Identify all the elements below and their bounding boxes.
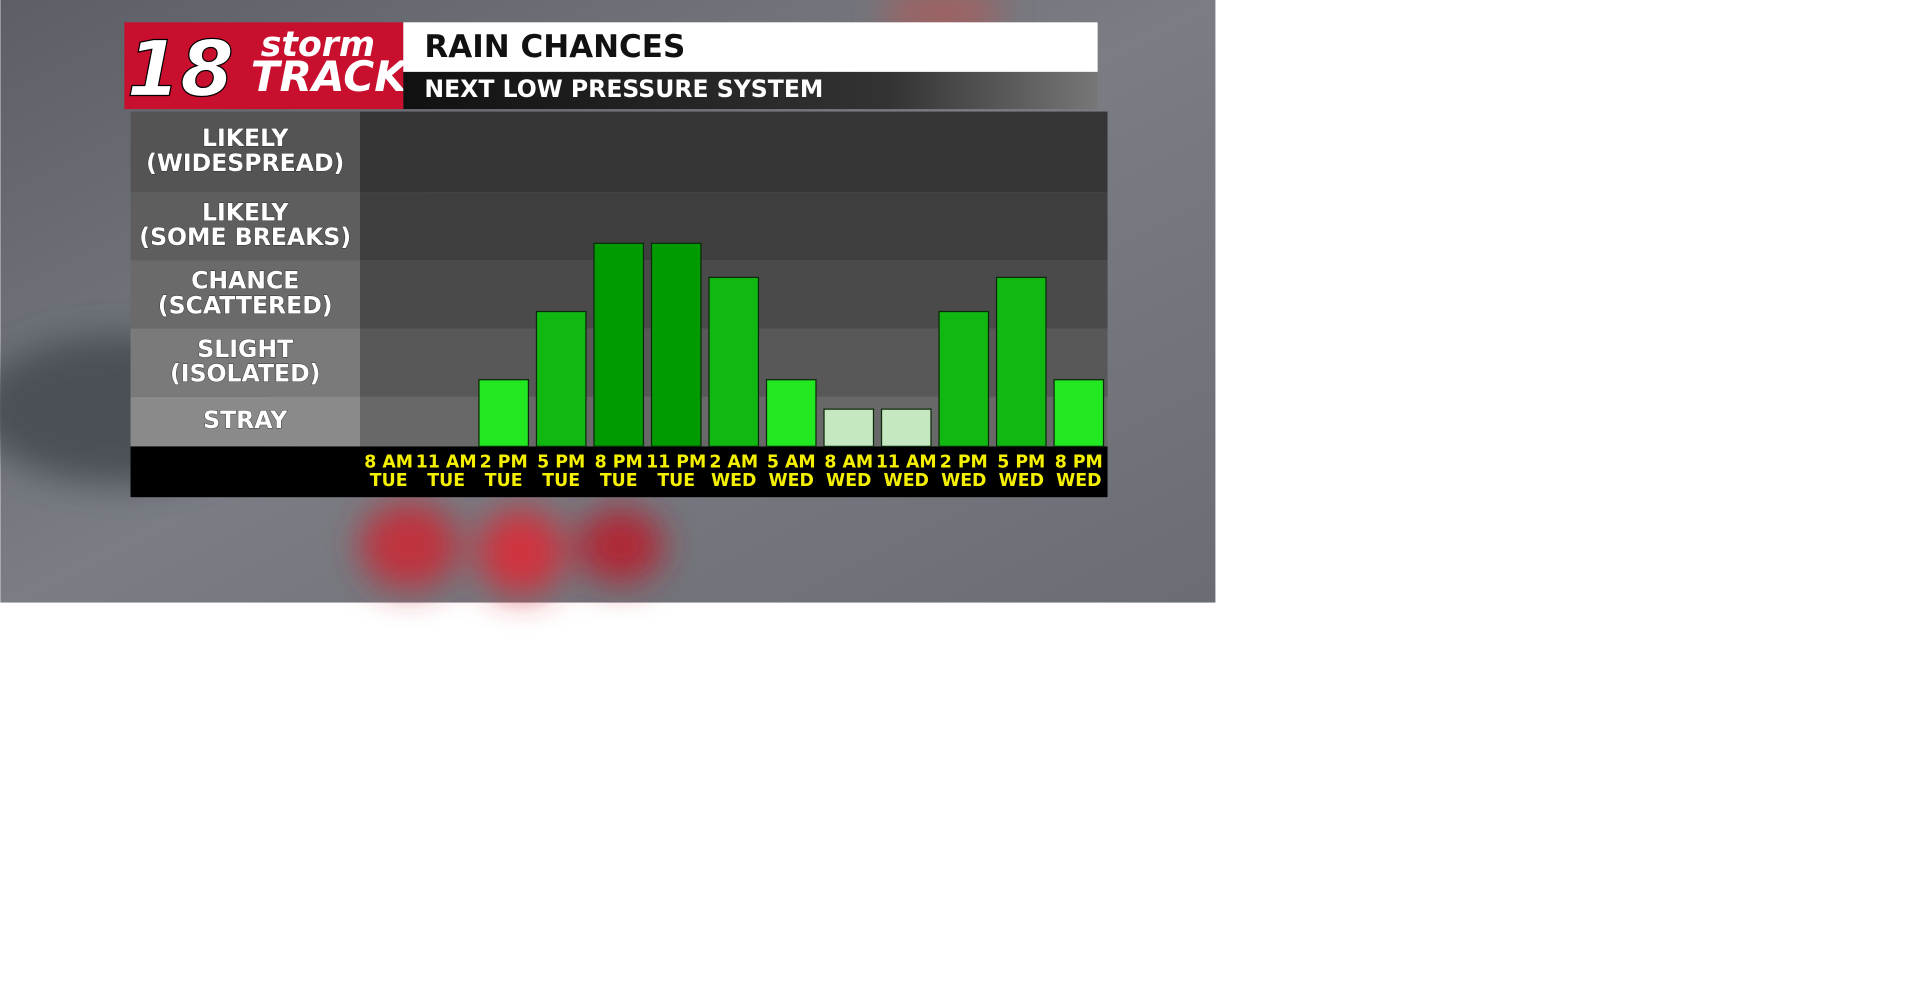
x-tick-label: WED [1056,471,1101,491]
bar [535,310,587,447]
chart-subtitle: NEXT LOW PRESSURE SYSTEM [424,75,823,103]
level-band [359,192,1108,261]
y-level-label: (SCATTERED) [158,291,333,319]
x-tick-label: TUE [485,471,523,491]
x-tick-label: 5 PM [997,452,1045,472]
x-tick-label: TUE [600,471,638,491]
y-level-label: LIKELY [202,124,289,152]
x-tick-label: 5 PM [537,452,585,472]
x-tick-label: 8 PM [1055,452,1103,472]
level-label-box [130,328,360,397]
bar [823,408,875,447]
x-axis-strip [130,446,1108,498]
x-tick-label: WED [711,471,756,491]
subtitle-box [403,71,1098,110]
x-tick-label: TUE [542,471,580,491]
x-tick-label: 5 AM [767,452,816,472]
bar [1053,379,1105,447]
logo-word: TRACK [251,52,410,101]
level-band [359,111,1108,193]
chart-title: RAIN CHANCES [424,29,685,65]
bar [880,408,932,447]
bar [765,379,817,447]
x-tick-label: 11 AM [416,452,477,472]
x-tick-label: TUE [370,471,408,491]
x-tick-label: WED [941,471,986,491]
x-tick-label: TUE [427,471,465,491]
level-label-box [130,192,360,261]
bar [593,242,645,447]
x-tick-label: 2 PM [940,452,988,472]
x-tick-label: 2 PM [480,452,528,472]
bar [650,242,702,447]
level-label-box [130,396,360,447]
x-tick-label: WED [884,471,929,491]
bar [708,276,760,447]
title-box [403,22,1098,72]
x-tick-label: 2 AM [709,452,758,472]
y-level-label: (ISOLATED) [170,360,320,388]
y-level-label: (SOME BREAKS) [139,223,351,251]
y-level-label: SLIGHT [197,335,293,363]
y-level-label: (WIDESPREAD) [146,149,344,177]
bar [938,310,990,447]
logo-word: storm [261,25,375,65]
logo-box [124,22,404,110]
y-level-label: LIKELY [202,198,289,226]
level-label-box [130,111,360,193]
x-tick-label: 8 PM [595,452,643,472]
y-level-label: CHANCE [191,267,299,295]
x-tick-label: 11 PM [646,452,706,472]
bar [478,379,530,447]
x-tick-label: WED [769,471,814,491]
logo-number: 18 [127,25,234,114]
bar [995,276,1047,447]
x-tick-label: WED [999,471,1044,491]
y-level-label: STRAY [203,406,288,434]
x-tick-label: 8 AM [364,452,413,472]
x-tick-label: 8 AM [824,452,873,472]
x-tick-label: 11 AM [876,452,937,472]
x-tick-label: TUE [657,471,695,491]
level-label-box [130,260,360,329]
x-tick-label: WED [826,471,871,491]
